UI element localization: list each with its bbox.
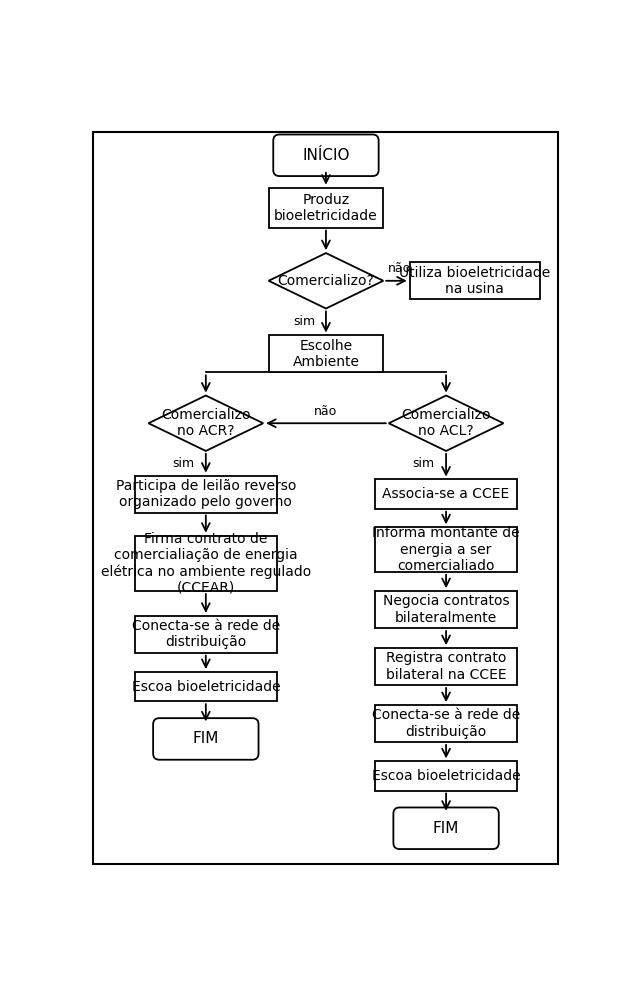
Text: não: não xyxy=(314,405,338,418)
Text: Escoa bioeletricidade: Escoa bioeletricidade xyxy=(132,679,280,693)
Text: Associa-se a CCEE: Associa-se a CCEE xyxy=(382,487,509,501)
Text: Conecta-se à rede de
distribuição: Conecta-se à rede de distribuição xyxy=(372,708,520,739)
Text: Comercializo
no ACL?: Comercializo no ACL? xyxy=(401,408,491,439)
Text: INÍCIO: INÍCIO xyxy=(302,148,350,163)
Text: Escolhe
Ambiente: Escolhe Ambiente xyxy=(293,339,359,369)
Bar xyxy=(268,187,384,228)
Polygon shape xyxy=(389,395,504,451)
Text: Conecta-se à rede de
distribuição: Conecta-se à rede de distribuição xyxy=(132,619,280,650)
Text: Participa de leilão reverso
organizado pelo governo: Participa de leilão reverso organizado p… xyxy=(116,479,296,509)
Text: não: não xyxy=(388,262,411,275)
Text: sim: sim xyxy=(412,457,434,469)
Bar xyxy=(375,705,517,742)
Bar xyxy=(410,262,540,300)
Bar xyxy=(268,335,384,373)
Text: Comercializo
no ACR?: Comercializo no ACR? xyxy=(161,408,251,439)
Text: Escoa bioeletricidade: Escoa bioeletricidade xyxy=(372,769,520,783)
Bar xyxy=(375,528,517,572)
Text: Firma contrato de
comercialiação de energia
elétrica no ambiente regulado
(CCEAR: Firma contrato de comercialiação de ener… xyxy=(100,531,311,595)
Text: Negocia contratos
bilateralmente: Negocia contratos bilateralmente xyxy=(383,595,509,625)
Bar xyxy=(135,475,277,513)
Text: Produz
bioeletricidade: Produz bioeletricidade xyxy=(274,192,378,223)
Text: sim: sim xyxy=(172,457,194,469)
Text: Registra contrato
bilateral na CCEE: Registra contrato bilateral na CCEE xyxy=(386,652,506,681)
Text: FIM: FIM xyxy=(193,732,219,746)
Text: Utiliza bioeletricidade
na usina: Utiliza bioeletricidade na usina xyxy=(399,265,550,296)
FancyBboxPatch shape xyxy=(394,808,499,849)
Text: FIM: FIM xyxy=(433,820,459,836)
FancyBboxPatch shape xyxy=(153,718,258,760)
Polygon shape xyxy=(268,253,384,309)
Bar xyxy=(375,648,517,685)
Text: Comercializo?: Comercializo? xyxy=(277,274,375,288)
Polygon shape xyxy=(148,395,263,451)
FancyBboxPatch shape xyxy=(273,134,378,176)
Text: Informa montante de
energia a ser
comercialiado: Informa montante de energia a ser comerc… xyxy=(372,527,520,573)
Bar xyxy=(135,615,277,653)
Bar xyxy=(135,535,277,591)
Bar xyxy=(375,591,517,628)
Bar xyxy=(375,761,517,791)
Text: sim: sim xyxy=(294,316,316,328)
Bar xyxy=(135,671,277,701)
Bar xyxy=(375,479,517,509)
